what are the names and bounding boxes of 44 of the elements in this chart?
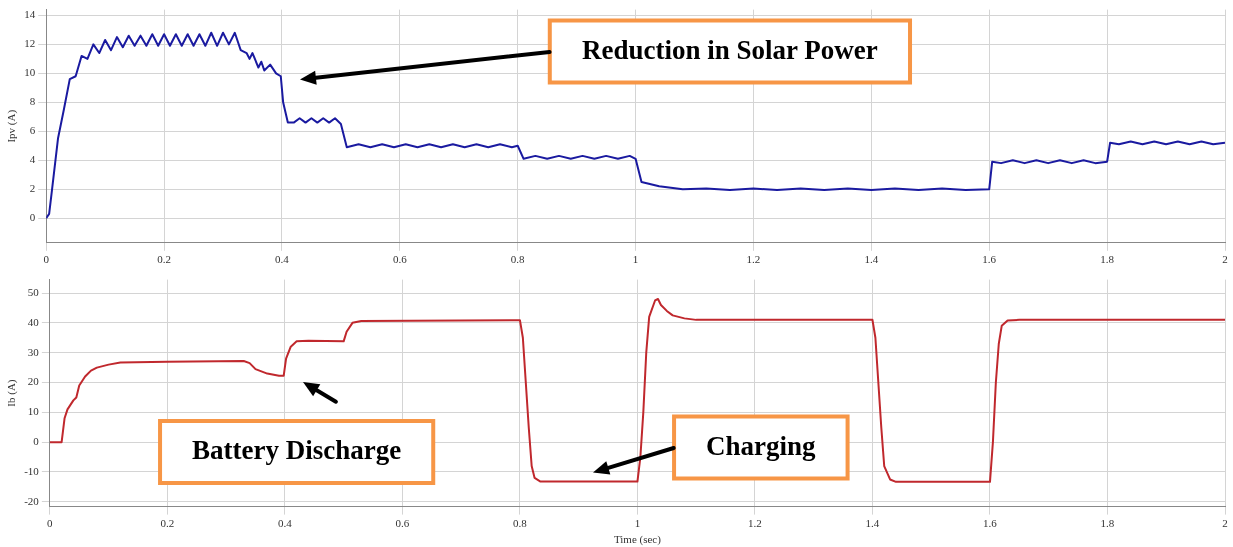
x-tick-label: 1.4 bbox=[865, 517, 880, 530]
x-tick-label: 0 bbox=[43, 253, 50, 266]
y-tick-label: 14 bbox=[24, 8, 36, 21]
y-tick-label: 12 bbox=[24, 37, 36, 50]
y-tick-label: 6 bbox=[29, 124, 36, 137]
y-tick-label: 0 bbox=[29, 211, 36, 224]
x-tick-label: 0.2 bbox=[157, 253, 171, 266]
annotation: Reduction in Solar Power bbox=[582, 34, 878, 65]
x-tick-label: 0.4 bbox=[278, 517, 293, 530]
x-axis-title: Time (sec) bbox=[613, 533, 662, 547]
annotation: Charging bbox=[706, 430, 817, 461]
y-tick-label: 10 bbox=[27, 405, 40, 418]
x-tick-label: 1.2 bbox=[746, 253, 761, 266]
x-tick-label: 1.8 bbox=[1100, 517, 1115, 530]
y-tick-label: -20 bbox=[24, 494, 40, 507]
y-tick-label: 40 bbox=[27, 315, 40, 328]
y-axis-title: Ib (A) bbox=[5, 379, 19, 407]
annotation: Battery Discharge bbox=[192, 435, 402, 466]
y-tick-label: 0 bbox=[33, 435, 40, 448]
y-tick-label: 30 bbox=[27, 345, 40, 358]
y-axis-title: Ipv (A) bbox=[5, 109, 19, 143]
x-tick-label: 0.4 bbox=[275, 253, 290, 266]
x-tick-label: 1.6 bbox=[982, 253, 997, 266]
y-tick-label: -10 bbox=[24, 464, 40, 477]
y-tick-label: 2 bbox=[29, 182, 36, 195]
y-tick-label: 4 bbox=[29, 153, 36, 166]
x-tick-label: 1.2 bbox=[748, 517, 762, 530]
x-tick-label: 0.2 bbox=[160, 517, 175, 530]
x-tick-label: 0.6 bbox=[392, 253, 408, 266]
x-tick-label: 2 bbox=[1222, 253, 1228, 266]
x-tick-label: 1 bbox=[632, 253, 639, 266]
x-tick-label: 0.6 bbox=[395, 517, 410, 530]
y-tick-label: 50 bbox=[27, 285, 40, 298]
y-tick-label: 10 bbox=[24, 66, 36, 79]
x-tick-label: 0.8 bbox=[510, 253, 526, 266]
y-tick-label: 20 bbox=[27, 375, 40, 388]
x-tick-label: 1.4 bbox=[864, 253, 879, 266]
x-tick-label: 1.6 bbox=[983, 517, 998, 530]
x-tick-label: 1 bbox=[634, 517, 641, 530]
x-tick-label: 0 bbox=[47, 517, 54, 530]
x-tick-label: 2 bbox=[1222, 517, 1228, 530]
x-tick-label: 1.8 bbox=[1100, 253, 1115, 266]
y-tick-label: 8 bbox=[29, 95, 36, 108]
x-tick-label: 0.8 bbox=[513, 517, 528, 530]
